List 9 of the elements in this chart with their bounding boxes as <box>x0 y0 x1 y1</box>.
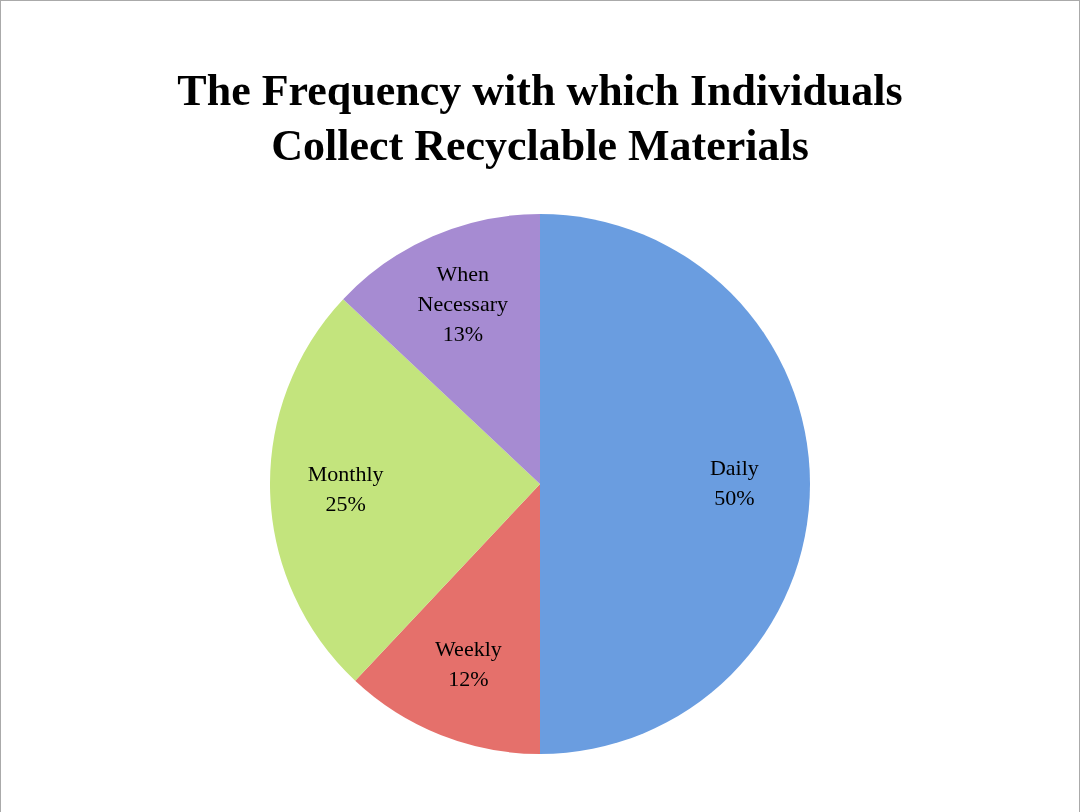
chart-title: The Frequency with which Individuals Collect Recyclable Materials <box>177 65 903 170</box>
slice-label: When Necessary <box>417 261 508 317</box>
slice-label: Monthly <box>307 460 384 486</box>
data-label: 12% <box>448 665 489 691</box>
slice-label: Weekly <box>435 635 502 661</box>
data-label: 13% <box>442 321 483 347</box>
data-label: 50% <box>714 484 755 510</box>
data-label: 25% <box>325 490 366 516</box>
slice-label: Daily <box>709 454 759 480</box>
